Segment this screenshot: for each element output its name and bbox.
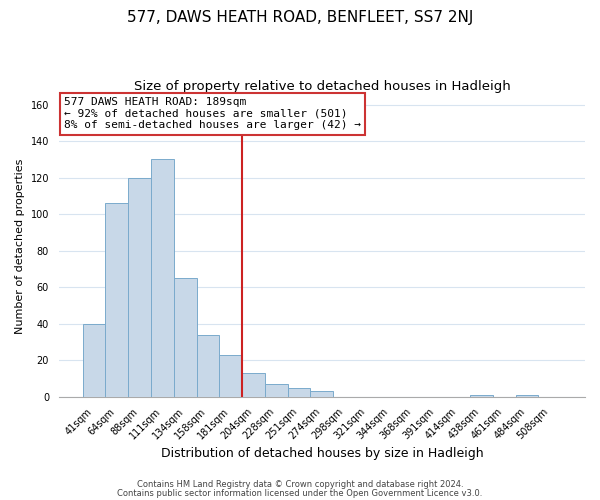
Bar	[151, 160, 174, 397]
Bar	[83, 324, 106, 397]
Text: 577, DAWS HEATH ROAD, BENFLEET, SS7 2NJ: 577, DAWS HEATH ROAD, BENFLEET, SS7 2NJ	[127, 10, 473, 25]
Bar	[515, 395, 538, 397]
Title: Size of property relative to detached houses in Hadleigh: Size of property relative to detached ho…	[134, 80, 510, 93]
Bar	[128, 178, 151, 397]
Bar	[106, 204, 128, 397]
Bar	[310, 392, 333, 397]
Bar	[288, 388, 310, 397]
Bar	[242, 373, 265, 397]
Text: Contains public sector information licensed under the Open Government Licence v3: Contains public sector information licen…	[118, 488, 482, 498]
Bar	[470, 395, 493, 397]
Y-axis label: Number of detached properties: Number of detached properties	[15, 158, 25, 334]
Bar	[265, 384, 288, 397]
Bar	[220, 355, 242, 397]
Text: Contains HM Land Registry data © Crown copyright and database right 2024.: Contains HM Land Registry data © Crown c…	[137, 480, 463, 489]
Bar	[174, 278, 197, 397]
X-axis label: Distribution of detached houses by size in Hadleigh: Distribution of detached houses by size …	[161, 447, 483, 460]
Bar	[197, 334, 220, 397]
Text: 577 DAWS HEATH ROAD: 189sqm
← 92% of detached houses are smaller (501)
8% of sem: 577 DAWS HEATH ROAD: 189sqm ← 92% of det…	[64, 97, 361, 130]
